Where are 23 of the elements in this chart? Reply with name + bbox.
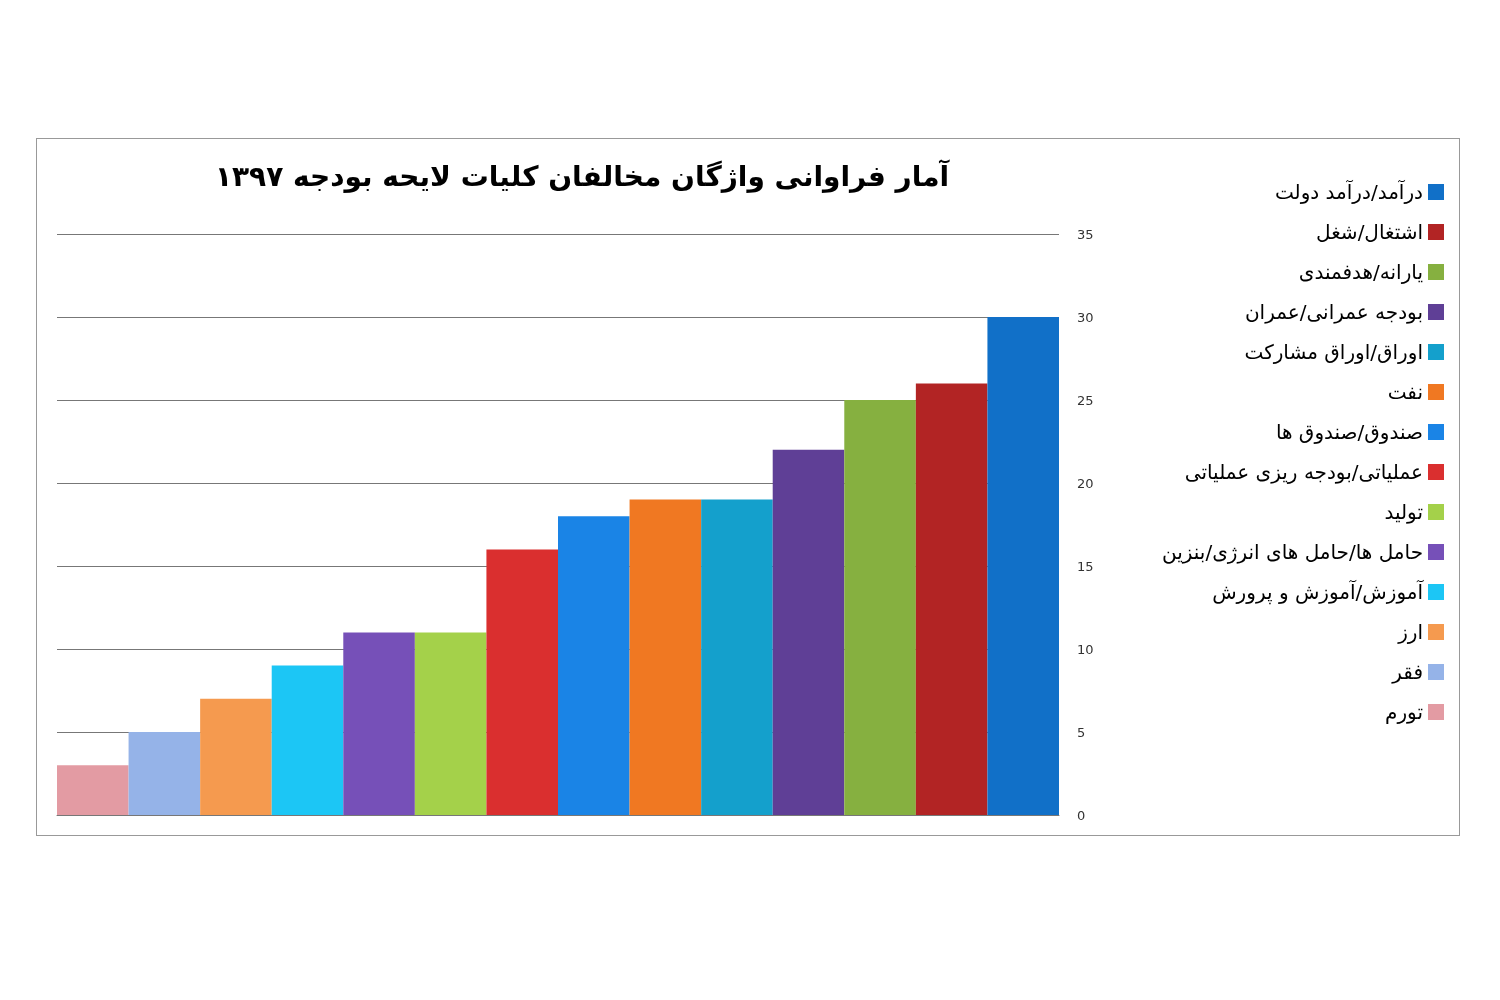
legend-label: درآمد/درآمد دولت	[1274, 179, 1423, 204]
legend-label: تولید	[1384, 500, 1423, 524]
legend-label: عملیاتی/بودجه ریزی عملیاتی	[1184, 460, 1423, 484]
y-tick-label: 0	[1077, 807, 1086, 823]
legend-label: ارز	[1397, 620, 1423, 644]
legend-label: فقر	[1391, 660, 1423, 684]
legend-label: یارانه/هدفمندی	[1298, 260, 1423, 284]
legend-label: آموزش/آموزش و پرورش	[1212, 579, 1425, 605]
y-tick-label: 30	[1077, 309, 1094, 325]
legend-label: صندوق/صندوق ها	[1275, 420, 1423, 444]
y-tick-label: 15	[1077, 558, 1094, 574]
y-tick-label: 35	[1077, 226, 1094, 242]
legend-label: حامل ها/حامل های انرژی/بنزین	[1161, 540, 1423, 564]
y-tick-label: 25	[1077, 392, 1094, 408]
chart-title: آمار فراوانی واژگان مخالفان کلیات لایحه بودجه ۱۳۹۷	[214, 158, 951, 193]
legend-label: اوراق/اوراق مشارکت	[1244, 340, 1423, 364]
legend-label: اشتغال/شغل	[1316, 220, 1423, 244]
legend-label: تورم	[1385, 700, 1423, 724]
y-tick-label: 10	[1077, 641, 1094, 657]
legend-label: نفت	[1387, 380, 1423, 404]
y-tick-label: 5	[1077, 724, 1086, 740]
legend-label: بودجه عمرانی/عمران	[1244, 300, 1423, 324]
y-tick-label: 20	[1077, 475, 1094, 491]
